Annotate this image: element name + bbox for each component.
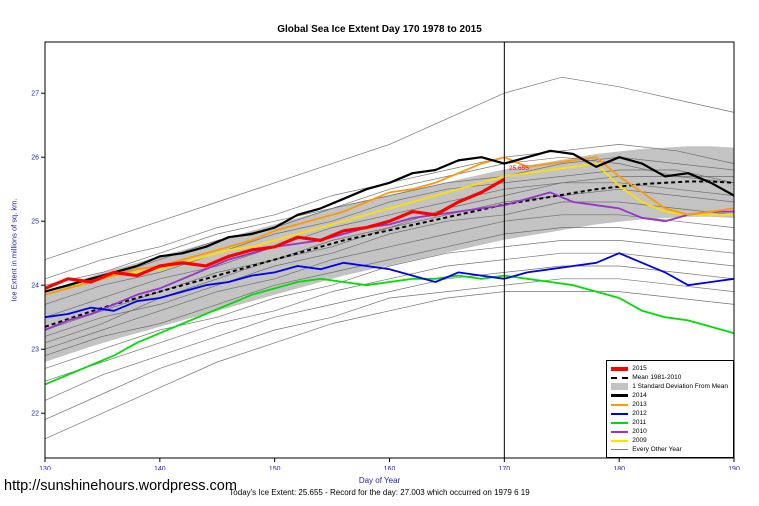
gray-year-line-12 [44,278,735,420]
legend-label: Every Other Year [632,446,682,453]
site-url-link[interactable]: http://sunshinehours.wordpress.com [4,478,237,494]
sea-ice-chart: 25.655 130 140 150 160 170 180 190 22 23 24 25 26 27 [31,41,740,470]
y-tick-label: 25 [31,219,39,226]
series-2010 [44,191,734,331]
legend-item: 2009 [611,436,728,445]
legend-swatch [611,421,629,424]
legend-swatch [611,430,629,433]
gray-year-line-3 [44,169,735,305]
legend-swatch [611,412,629,415]
legend-label: 2010 [632,428,647,435]
legend-item: 2011 [611,418,728,427]
y-tick-label: 27 [31,91,39,98]
legend-item: 1 Standard Deviation From Mean [611,382,728,391]
legend-label: 2015 [632,365,647,372]
gray-year-line-8 [44,227,735,356]
current-extent-annotation: 25.655 [509,165,529,172]
gray-year-line-11 [44,265,735,401]
chart-legend: 2015 Mean 1981-2010 1 Standard Deviation F… [606,360,734,458]
gray-year-line-14 [44,156,735,286]
y-tick-label: 22 [31,411,39,418]
legend-swatch [611,439,629,442]
legend-item: 2015 [611,364,728,373]
legend-item: Mean 1981-2010 [611,373,728,382]
legend-label: Mean 1981-2010 [632,374,682,381]
legend-swatch [611,403,629,406]
x-tick-label: 170 [498,466,510,470]
legend-item: 2010 [611,427,728,436]
legend-item: 2012 [611,409,728,418]
legend-swatch [611,394,629,397]
gray-year-line-0 [44,76,735,260]
chart-title: Global Sea Ice Extent Day 170 1978 to 20… [277,24,482,35]
series-2011 [44,274,735,386]
legend-swatch [611,383,629,390]
gray-year-line-7 [44,214,735,350]
legend-item: Every Other Year [611,445,728,454]
legend-label: 2011 [632,419,647,426]
y-tick-label: 23 [31,347,39,354]
y-axis-label: Ice Extent in millions of sq. km. [9,198,19,302]
x-axis-label: Day of Year [358,476,401,485]
legend-label: 1 Standard Deviation From Mean [632,383,728,390]
std-deviation-band [45,146,734,362]
gray-year-line-4 [44,182,735,318]
series-2014 [44,149,735,293]
series-2012 [44,252,735,319]
y-tick-label: 24 [31,283,39,290]
legend-swatch [611,376,629,379]
x-tick-label: 130 [39,466,51,470]
gray-year-line-13 [44,291,735,440]
x-tick-label: 180 [613,466,625,470]
gray-year-line-6 [44,201,735,337]
series-2009 [44,162,734,293]
legend-label: 2009 [632,437,647,444]
x-tick-label: 150 [269,466,281,470]
y-tick-label: 26 [31,155,39,162]
footer-note: Today's Ice Extent: 25.655 - Record for … [229,488,530,497]
legend-item: 2013 [611,400,728,409]
legend-swatch [611,449,629,450]
legend-label: 2014 [632,392,647,399]
legend-item: 2014 [611,391,728,400]
series-2015 [44,177,506,290]
legend-label: 2012 [632,410,647,417]
x-tick-label: 190 [728,466,740,470]
legend-swatch [611,366,629,371]
legend-label: 2013 [632,401,647,408]
gray-year-line-9 [44,240,735,369]
x-tick-label: 140 [154,466,166,470]
x-tick-label: 160 [384,466,396,470]
